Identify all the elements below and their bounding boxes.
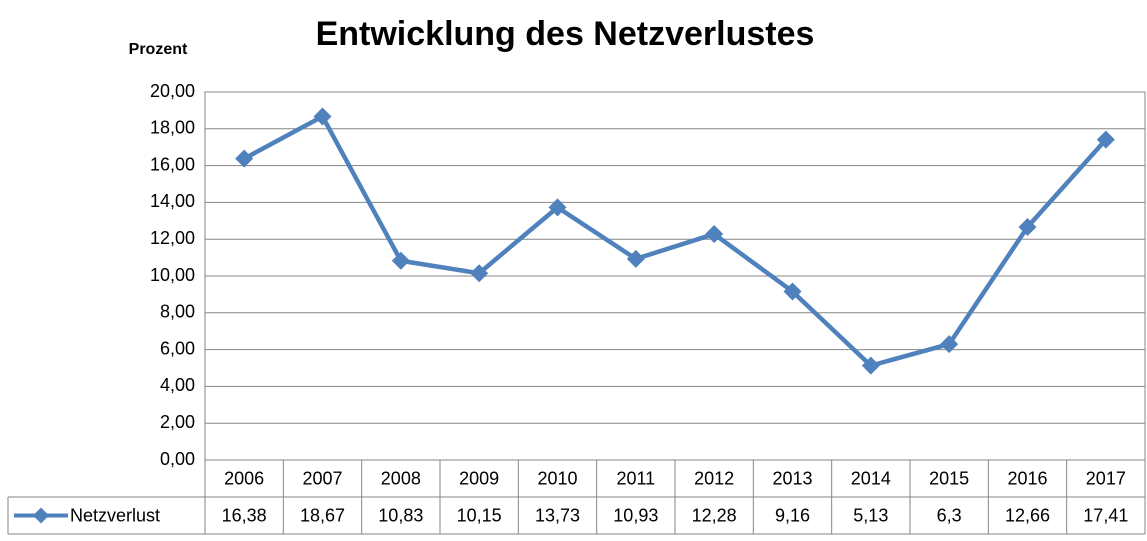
marker — [470, 264, 489, 283]
x-tick-label: 2013 — [772, 468, 812, 488]
x-tick-label: 2011 — [616, 468, 655, 488]
x-tick-label: 2009 — [459, 468, 499, 488]
marker — [1096, 130, 1115, 149]
marker — [861, 356, 880, 375]
marker — [940, 335, 959, 354]
x-tick-label: 2017 — [1086, 468, 1126, 488]
y-tick-label: 14,00 — [150, 191, 195, 211]
marker — [626, 249, 645, 268]
y-axis-label: Prozent — [129, 41, 188, 58]
y-tick-label: 18,00 — [150, 118, 195, 138]
x-tick-label: 2008 — [381, 468, 421, 488]
y-tick-label: 12,00 — [150, 228, 195, 248]
legend-label: Netzverlust — [70, 505, 160, 525]
marker — [783, 282, 802, 301]
x-tick-label: 2012 — [694, 468, 734, 488]
y-tick-label: 4,00 — [160, 375, 195, 395]
table-value: 10,15 — [457, 505, 502, 525]
table-value: 12,66 — [1005, 505, 1050, 525]
table-value: 6,3 — [937, 505, 962, 525]
table-value: 9,16 — [775, 505, 810, 525]
marker — [391, 251, 410, 270]
x-tick-label: 2015 — [929, 468, 969, 488]
marker — [313, 107, 332, 126]
x-tick-label: 2014 — [851, 468, 891, 488]
marker — [705, 225, 724, 244]
y-tick-label: 20,00 — [150, 81, 195, 101]
table-value: 17,41 — [1083, 505, 1128, 525]
y-tick-label: 0,00 — [160, 449, 195, 469]
table-value: 12,28 — [692, 505, 737, 525]
y-tick-label: 2,00 — [160, 412, 195, 432]
x-tick-label: 2010 — [537, 468, 577, 488]
y-tick-label: 6,00 — [160, 338, 195, 358]
x-tick-label: 2006 — [224, 468, 264, 488]
table-value: 10,93 — [613, 505, 658, 525]
y-tick-label: 10,00 — [150, 265, 195, 285]
line — [243, 114, 1108, 368]
table-value: 13,73 — [535, 505, 580, 525]
legend-marker — [33, 507, 49, 524]
x-tick-label: 2007 — [302, 468, 342, 488]
marker — [1018, 218, 1037, 237]
marker — [548, 198, 567, 217]
y-tick-label: 16,00 — [150, 154, 195, 174]
chart-title: Entwicklung des Netzverlustes — [316, 15, 815, 53]
table-value: 18,67 — [300, 505, 345, 525]
y-tick-label: 8,00 — [160, 302, 195, 322]
table-value: 16,38 — [222, 505, 267, 525]
x-tick-label: 2016 — [1007, 468, 1047, 488]
table-value: 10,83 — [378, 505, 423, 525]
marker — [235, 149, 254, 168]
table-value: 5,13 — [853, 505, 888, 525]
